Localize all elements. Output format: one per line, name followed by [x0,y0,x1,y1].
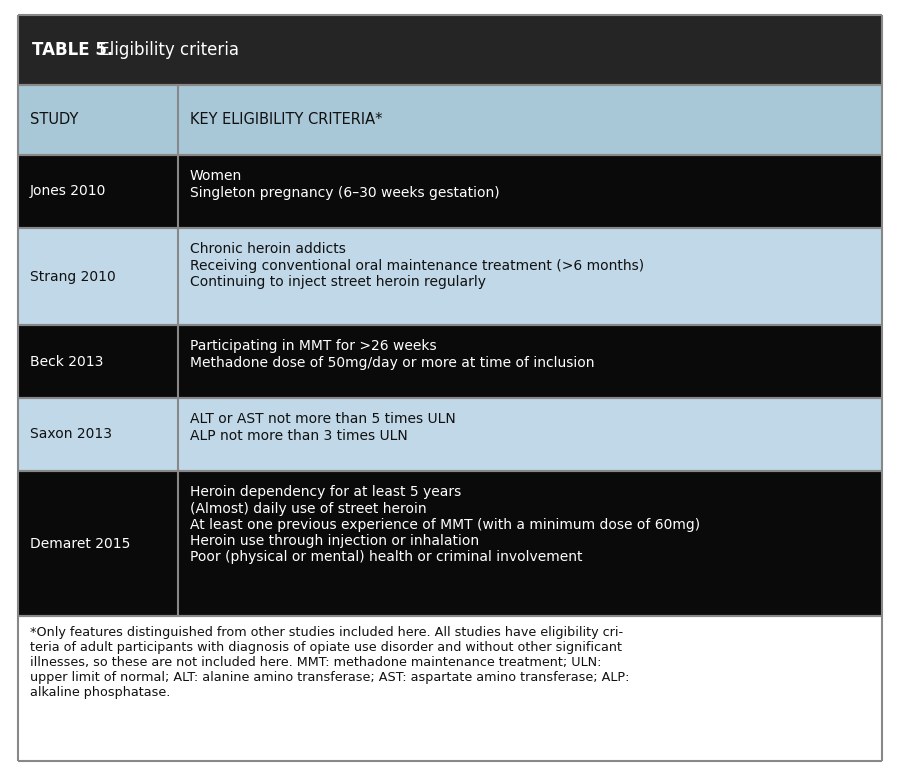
Bar [178,85,882,155]
Bar [18,85,178,155]
Text: Heroin dependency for at least 5 years
(Almost) daily use of street heroin
At le: Heroin dependency for at least 5 years (… [190,486,700,564]
Text: *Only features distinguished from other studies included here. All studies have : *Only features distinguished from other … [30,626,629,699]
Text: Saxon 2013: Saxon 2013 [30,427,112,441]
Text: Beck 2013: Beck 2013 [30,355,104,369]
Text: TABLE 5.: TABLE 5. [32,41,113,59]
Bar [18,155,178,228]
Text: Participating in MMT for >26 weeks
Methadone dose of 50mg/day or more at time of: Participating in MMT for >26 weeks Metha… [190,340,594,369]
Bar [178,398,882,471]
Bar [18,15,882,85]
Text: ALT or AST not more than 5 times ULN
ALP not more than 3 times ULN: ALT or AST not more than 5 times ULN ALP… [190,412,455,443]
Text: Chronic heroin addicts
Receiving conventional oral maintenance treatment (>6 mon: Chronic heroin addicts Receiving convent… [190,242,644,289]
Text: Women
Singleton pregnancy (6–30 weeks gestation): Women Singleton pregnancy (6–30 weeks ge… [190,169,500,200]
Bar [178,325,882,398]
Bar [18,616,882,761]
Bar [18,228,178,325]
Text: KEY ELIGIBILITY CRITERIA*: KEY ELIGIBILITY CRITERIA* [190,112,382,127]
Bar [178,155,882,228]
Bar [18,471,178,616]
Text: Demaret 2015: Demaret 2015 [30,537,130,551]
Text: Jones 2010: Jones 2010 [30,184,106,198]
Text: STUDY: STUDY [30,112,78,127]
Bar [178,471,882,616]
Bar [18,398,178,471]
Bar [178,228,882,325]
Text: Strang 2010: Strang 2010 [30,269,116,284]
Bar [18,325,178,398]
Text: Eligibility criteria: Eligibility criteria [94,41,239,59]
